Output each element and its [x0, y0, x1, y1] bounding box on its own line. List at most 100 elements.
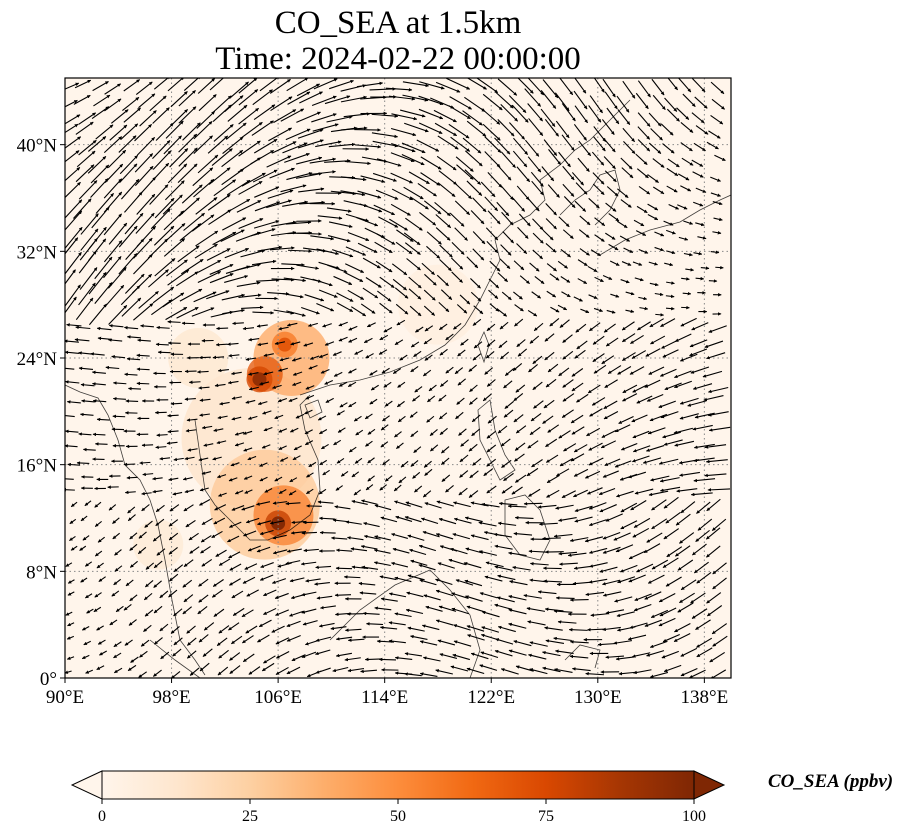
wind-arrow [208, 209, 232, 225]
wind-arrow [439, 258, 452, 272]
wind-arrow [197, 154, 219, 174]
wind-arrow [633, 219, 645, 227]
wind-arrow [545, 203, 557, 216]
wind-arrow [283, 277, 307, 283]
wind-arrow [405, 217, 423, 231]
wind-arrow [637, 112, 651, 127]
lon-tick-label: 90°E [46, 687, 84, 708]
wind-arrow [103, 240, 123, 263]
wind-arrow [241, 305, 264, 310]
wind-arrow [120, 285, 141, 306]
wind-arrow [497, 119, 515, 137]
wind-arrow [437, 182, 456, 198]
wind-arrow [408, 171, 430, 185]
wind-arrow [167, 163, 188, 184]
wind-arrow [221, 149, 244, 168]
wind-arrow [238, 107, 259, 125]
wind-arrow [360, 303, 376, 314]
wind-arrow [391, 188, 414, 201]
wind-arrow [65, 226, 83, 249]
wind-arrow [660, 123, 674, 136]
wind-arrow [532, 249, 543, 260]
wind-arrow [271, 220, 297, 227]
wind-arrow [191, 307, 215, 317]
wind-arrow [634, 277, 644, 282]
wind-arrow [225, 122, 247, 140]
wind-arrow [649, 282, 659, 287]
wind-arrow [119, 163, 138, 184]
wind-arrow [326, 207, 352, 213]
wind-arrow [256, 324, 268, 328]
wind-arrow [79, 238, 98, 261]
coastline-hainan [304, 399, 323, 419]
wind-arrow [286, 172, 313, 181]
wind-arrow [454, 200, 471, 216]
wind-arrow [605, 232, 616, 240]
wind-arrow [466, 180, 483, 196]
wind-arrow [602, 274, 613, 280]
wind-arrow [476, 78, 499, 94]
wind-arrow [166, 259, 188, 277]
wind-arrow [295, 172, 323, 179]
wind-arrow [366, 322, 376, 328]
wind-arrow [511, 104, 529, 123]
wind-arrow [666, 250, 676, 255]
wind-arrow [103, 213, 122, 236]
wind-arrow [385, 87, 413, 92]
wind-arrow [324, 95, 351, 105]
wind-arrow [340, 126, 368, 131]
wind-arrow [433, 109, 457, 123]
wind-arrow [390, 172, 413, 184]
wind-arrow [668, 203, 679, 210]
colorbar-body [101, 770, 695, 800]
wind-arrow [287, 91, 311, 105]
wind-arrow [482, 93, 503, 111]
lon-tick-label: 122°E [467, 687, 515, 708]
wind-arrow [435, 214, 452, 229]
wind-arrow [94, 256, 113, 280]
wind-arrow [282, 293, 304, 299]
colorbar-extend-max [693, 770, 726, 800]
lat-tick-label: 8°N [26, 562, 57, 583]
wind-arrow [637, 139, 651, 152]
wind-arrow [691, 78, 706, 93]
wind-arrow [390, 203, 411, 216]
wind-arrow [502, 231, 515, 244]
wind-arrow [336, 292, 354, 302]
wind-arrow [328, 221, 353, 228]
wind-arrow [267, 189, 294, 199]
wind-arrow [694, 96, 708, 109]
wind-arrow [648, 112, 662, 127]
wind-arrow [451, 271, 463, 283]
wind-arrow [619, 235, 631, 242]
wind-arrow [285, 128, 311, 141]
wind-arrow [307, 322, 318, 327]
wind-arrow [179, 223, 202, 242]
wind-arrow [357, 190, 382, 199]
wind-arrow [568, 627, 588, 632]
wind-arrow [456, 164, 474, 180]
wind-arrow [178, 147, 198, 167]
wind-arrow [423, 289, 436, 301]
wind-arrow [594, 234, 605, 242]
wind-arrow [494, 91, 514, 109]
wind-arrow [621, 261, 632, 266]
wind-arrow [446, 78, 471, 90]
wind-arrow [677, 204, 688, 210]
wind-arrow [516, 185, 530, 201]
wind-arrow [344, 160, 371, 166]
wind-arrow [638, 185, 651, 195]
wind-arrow [322, 323, 332, 328]
wind-arrow [80, 213, 99, 235]
wind-arrow [259, 78, 280, 92]
wind-arrow [577, 259, 588, 267]
wind-arrow [652, 158, 665, 168]
wind-arrow [625, 309, 635, 314]
wind-arrow [156, 325, 170, 330]
wind-arrow [650, 128, 663, 141]
wind-arrow [401, 153, 425, 166]
wind-arrow [424, 273, 437, 286]
wind-arrow [462, 137, 482, 154]
wind-arrow [282, 142, 308, 154]
lat-tick-label: 32°N [17, 242, 58, 263]
